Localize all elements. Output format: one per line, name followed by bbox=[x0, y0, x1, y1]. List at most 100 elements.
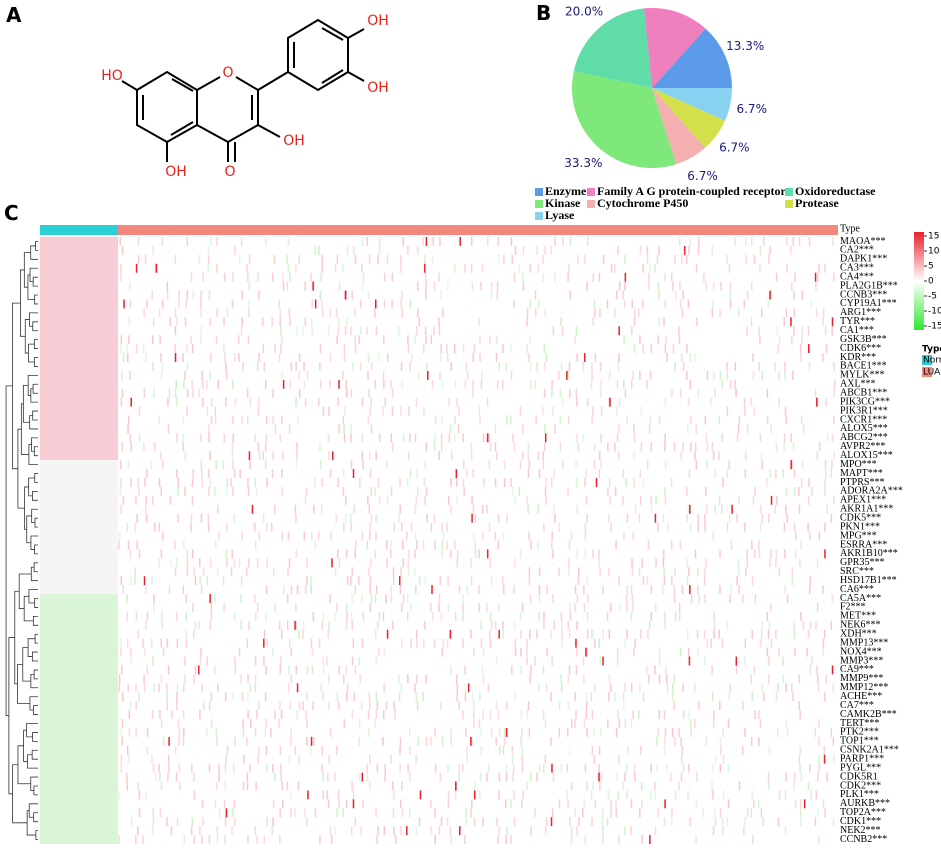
heatmap-cell bbox=[257, 406, 260, 416]
heatmap-cell bbox=[126, 594, 128, 603]
heatmap-cell bbox=[314, 540, 317, 550]
heatmap-cell bbox=[551, 531, 554, 541]
heatmap-cell bbox=[482, 433, 485, 443]
heatmap-cell bbox=[695, 424, 697, 434]
heatmap-cell bbox=[568, 558, 570, 568]
heatmap-cell bbox=[351, 710, 354, 720]
heatmap-cell bbox=[319, 835, 321, 844]
heatmap-cell bbox=[375, 808, 377, 818]
heatmap-cell bbox=[534, 656, 536, 666]
heatmap-cell bbox=[680, 772, 683, 782]
heatmap-cell bbox=[390, 486, 393, 496]
heatmap-cell bbox=[138, 406, 141, 416]
heatmap-cell bbox=[202, 817, 204, 827]
heatmap-cell bbox=[281, 335, 283, 345]
heatmap-cell bbox=[558, 727, 561, 737]
heatmap-cell bbox=[656, 254, 659, 264]
heatmap-cell bbox=[799, 344, 802, 354]
heatmap-cell bbox=[415, 674, 418, 684]
heatmap-cell bbox=[238, 558, 241, 568]
heatmap-cell bbox=[346, 576, 349, 586]
dendrogram bbox=[31, 749, 38, 760]
heatmap-cell bbox=[254, 656, 257, 666]
heatmap-cell bbox=[470, 629, 472, 639]
heatmap-cell bbox=[343, 433, 346, 443]
dendrogram bbox=[17, 663, 30, 704]
heatmap-cell bbox=[306, 665, 309, 675]
heatmap-cell bbox=[824, 549, 826, 559]
heatmap-cell bbox=[167, 424, 170, 434]
heatmap-cell bbox=[664, 460, 667, 470]
heatmap-cell bbox=[288, 308, 291, 318]
heatmap-cell bbox=[521, 754, 523, 764]
heatmap-cell bbox=[246, 567, 248, 577]
atom: HO bbox=[101, 68, 123, 84]
heatmap-cell bbox=[410, 522, 413, 532]
row-label: NEK6*** bbox=[840, 620, 881, 631]
heatmap-cell bbox=[514, 692, 516, 702]
heatmap-cell bbox=[281, 469, 283, 479]
heatmap-cell bbox=[784, 549, 786, 559]
heatmap-cell bbox=[298, 353, 301, 362]
heatmap-cell bbox=[448, 397, 450, 407]
heatmap-cell bbox=[406, 826, 408, 836]
heatmap-cell bbox=[551, 540, 553, 550]
heatmap-cell bbox=[478, 406, 481, 416]
heatmap-cell bbox=[247, 335, 250, 345]
heatmap-cell bbox=[511, 754, 514, 764]
heatmap-cell bbox=[663, 611, 666, 621]
heatmap-cell bbox=[526, 781, 528, 791]
heatmap-cell bbox=[529, 335, 531, 345]
heatmap-cell bbox=[729, 290, 731, 300]
heatmap-cell bbox=[202, 272, 204, 282]
heatmap-cell bbox=[758, 326, 760, 336]
heatmap-cell bbox=[688, 567, 690, 577]
heatmap-cell bbox=[528, 531, 530, 541]
heatmap-cell bbox=[375, 531, 377, 541]
heatmap-cell bbox=[601, 808, 604, 818]
heatmap-cell bbox=[454, 379, 457, 389]
heatmap-cell bbox=[719, 308, 721, 318]
heatmap-cell bbox=[455, 674, 458, 684]
heatmap-cell bbox=[568, 361, 571, 371]
pie-slice bbox=[652, 28, 732, 88]
heatmap-cell bbox=[255, 781, 257, 791]
dendrogram bbox=[30, 245, 38, 260]
heatmap-cell bbox=[800, 817, 802, 827]
heatmap-cell bbox=[720, 281, 722, 291]
heatmap-cell bbox=[225, 370, 228, 380]
heatmap-cell bbox=[719, 763, 722, 773]
heatmap-cell bbox=[338, 379, 340, 389]
heatmap-cell bbox=[824, 486, 826, 496]
heatmap-cell bbox=[639, 335, 641, 345]
heatmap-cell bbox=[703, 576, 706, 586]
heatmap-cell bbox=[374, 594, 377, 603]
heatmap-cell bbox=[759, 522, 762, 532]
heatmap-cell bbox=[543, 522, 545, 532]
heatmap-cell bbox=[151, 335, 154, 345]
heatmap-cell bbox=[538, 567, 541, 577]
heatmap-cell bbox=[174, 388, 177, 398]
heatmap-cell bbox=[591, 415, 593, 425]
heatmap-cell bbox=[311, 531, 313, 541]
heatmap-cell bbox=[375, 656, 377, 666]
dendrogram bbox=[34, 598, 38, 608]
normal-cells bbox=[40, 674, 118, 684]
heatmap-cell bbox=[791, 335, 793, 345]
heatmap-cell bbox=[402, 558, 405, 568]
heatmap-cell bbox=[289, 317, 291, 327]
heatmap-cell bbox=[346, 245, 349, 255]
heatmap-cell bbox=[552, 594, 554, 603]
heatmap-cell bbox=[594, 638, 596, 648]
heatmap-cell bbox=[574, 602, 576, 612]
heatmap-cell bbox=[656, 763, 658, 773]
heatmap-cell bbox=[578, 817, 580, 827]
heatmap-cell bbox=[231, 692, 234, 702]
heatmap-cell bbox=[351, 594, 353, 603]
heatmap-cell bbox=[246, 772, 249, 782]
heatmap-cell bbox=[199, 335, 202, 345]
heatmap-cell bbox=[592, 406, 594, 416]
normal-cells bbox=[40, 558, 118, 568]
heatmap-cell bbox=[129, 299, 132, 309]
normal-cells bbox=[40, 665, 118, 675]
